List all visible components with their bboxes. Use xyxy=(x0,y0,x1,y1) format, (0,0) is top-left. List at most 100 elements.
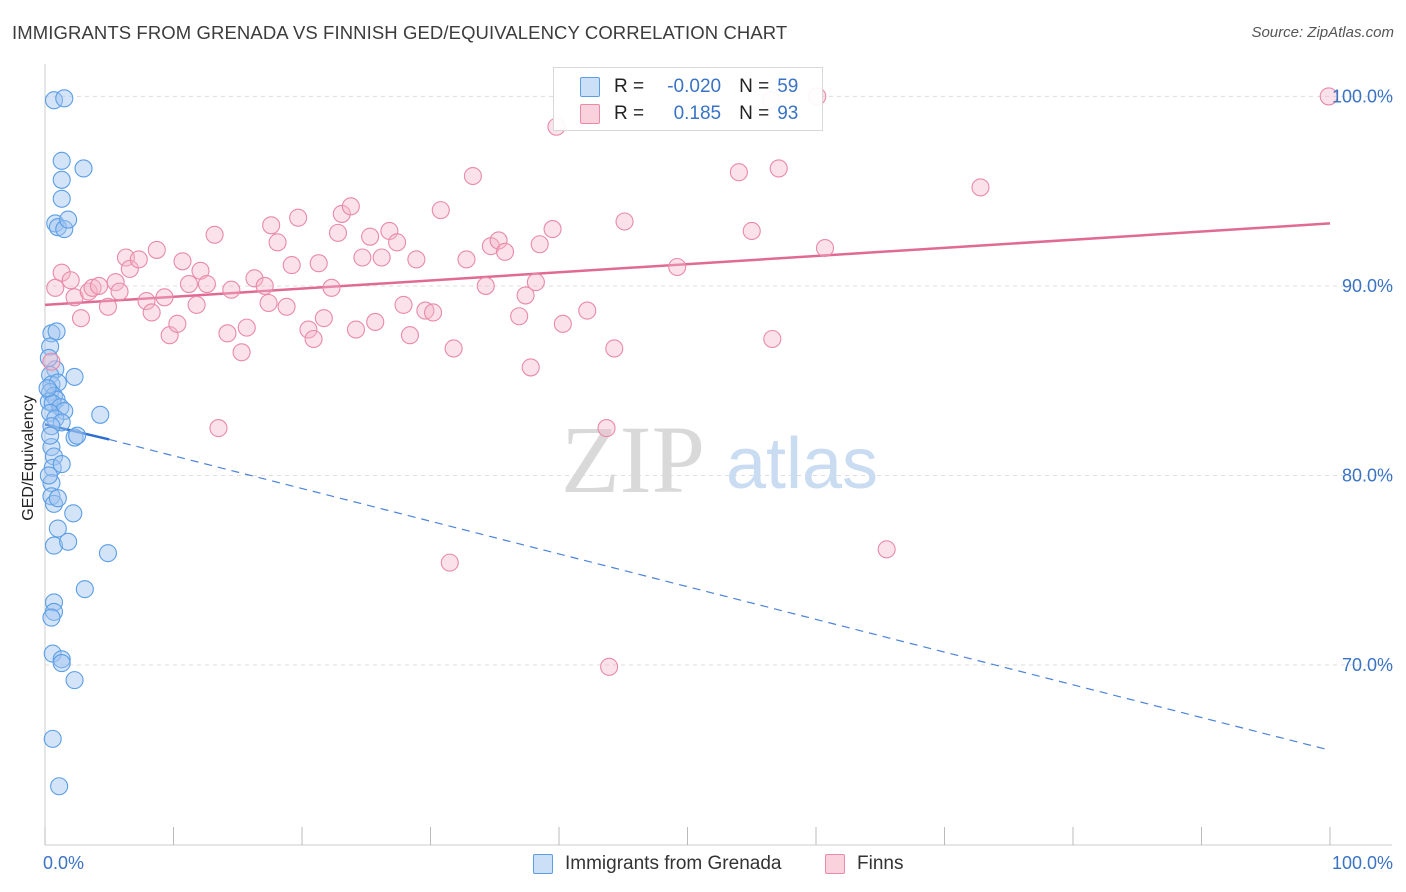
legend-swatch-pink xyxy=(580,104,600,124)
grenada-point xyxy=(74,159,93,178)
finns-point xyxy=(98,297,118,316)
grenada-point xyxy=(52,151,71,170)
legend-n-value-pink: 93 xyxy=(777,103,799,124)
grenada-point xyxy=(55,89,74,108)
legend-row-blue: R = -0.020 N = 59 xyxy=(580,75,798,99)
finns-point xyxy=(526,273,545,292)
finns-point xyxy=(521,358,540,377)
finns-point xyxy=(155,288,174,307)
finns-point xyxy=(742,221,761,241)
y-tick-label: 100.0% xyxy=(1332,86,1393,106)
finns-point xyxy=(366,312,385,331)
legend-n-label: N = xyxy=(739,103,770,124)
finns-point xyxy=(346,320,366,339)
finns-point xyxy=(232,343,251,362)
grenada-point xyxy=(59,532,78,551)
legend-row-pink: R = 0.185 N = 93 xyxy=(580,102,798,126)
grenada-point xyxy=(75,580,94,599)
finns-point xyxy=(476,276,495,295)
finns-point xyxy=(463,166,482,186)
grenada-point xyxy=(64,504,83,523)
finns-point xyxy=(530,235,549,254)
finns-point xyxy=(394,295,413,314)
finns-point xyxy=(416,301,435,320)
finns-point xyxy=(1319,87,1338,106)
grenada-point xyxy=(65,428,84,447)
finns-point xyxy=(106,273,125,292)
grenada-point xyxy=(48,489,67,508)
legend-r-value-blue: -0.020 xyxy=(667,76,722,97)
finns-point xyxy=(268,233,287,252)
finns-point xyxy=(971,178,990,197)
finns-point xyxy=(309,254,328,273)
legend-n-value-blue: 59 xyxy=(777,76,799,97)
grenada-point xyxy=(65,367,84,386)
finns-point xyxy=(209,419,228,438)
grenada-point xyxy=(98,544,118,563)
bottom-legend-swatch-blue xyxy=(533,854,553,874)
finns-point xyxy=(341,197,360,216)
finns-point xyxy=(431,201,450,220)
grenada-point xyxy=(52,170,71,189)
finns-point xyxy=(444,339,463,358)
finns-point xyxy=(277,297,296,316)
grenada-point xyxy=(41,426,60,445)
finns-point xyxy=(299,320,318,339)
finns-point xyxy=(388,233,407,252)
finns-point xyxy=(553,314,572,333)
finns-point xyxy=(322,278,341,297)
y-axis-label: GED/Equivalency xyxy=(20,395,37,520)
finns-point xyxy=(457,250,476,269)
finns-point xyxy=(289,208,308,227)
grenada-point xyxy=(44,536,64,555)
finns-point xyxy=(205,225,224,244)
label-layer: 100.0% 90.0% 80.0% 70.0% 0.0% 100.0% xyxy=(43,86,1393,873)
finns-point xyxy=(255,276,274,295)
grenada-point xyxy=(48,218,67,237)
x-tick-label: 0.0% xyxy=(43,853,84,873)
bottom-legend-swatch-pink xyxy=(825,854,845,874)
stats-legend: R = -0.020 N = 59 R = 0.185 N = 93 xyxy=(553,67,823,131)
finns-point xyxy=(179,274,198,294)
finns-point xyxy=(282,256,301,275)
finns-point xyxy=(168,314,187,333)
finns-point xyxy=(262,216,281,235)
grenada-point xyxy=(48,519,67,538)
finns-point xyxy=(61,271,80,290)
axis-layer xyxy=(44,64,1392,846)
finns-point xyxy=(516,286,535,305)
grid-layer xyxy=(45,95,1392,666)
finns-point xyxy=(440,553,459,572)
finns-point xyxy=(361,227,380,246)
grenada-point xyxy=(52,413,71,432)
finns-point xyxy=(46,278,65,297)
grenada-point xyxy=(65,671,84,690)
finns-point xyxy=(424,303,443,322)
finns-point xyxy=(328,223,348,242)
grenada-point xyxy=(42,417,61,436)
finns-trend-line xyxy=(44,222,1331,307)
bottom-legend-pink: Finns xyxy=(825,852,903,876)
finns-point xyxy=(83,278,102,297)
finns-point xyxy=(237,318,256,337)
finns-point xyxy=(42,352,61,371)
finns-point xyxy=(510,307,529,326)
grenada-point xyxy=(44,593,64,612)
finns-point xyxy=(173,252,192,271)
finns-point xyxy=(218,324,237,343)
legend-swatch-blue xyxy=(580,77,600,97)
finns-point xyxy=(353,248,372,267)
finns-point xyxy=(259,293,278,313)
grenada-point xyxy=(55,220,74,239)
grenada-trend-extension xyxy=(109,438,1331,751)
finns-point xyxy=(187,295,206,314)
finns-point xyxy=(137,292,156,311)
grenada-point xyxy=(39,466,58,485)
legend-r-value-pink: 0.185 xyxy=(673,103,722,124)
source-label: Source: ZipAtlas.com xyxy=(1251,24,1394,41)
y-tick-label: 90.0% xyxy=(1342,276,1393,296)
y-tick-label: 70.0% xyxy=(1342,655,1393,675)
grenada-point xyxy=(43,729,62,748)
bottom-legend-label-pink: Finns xyxy=(857,853,904,874)
finns-point xyxy=(314,309,333,328)
